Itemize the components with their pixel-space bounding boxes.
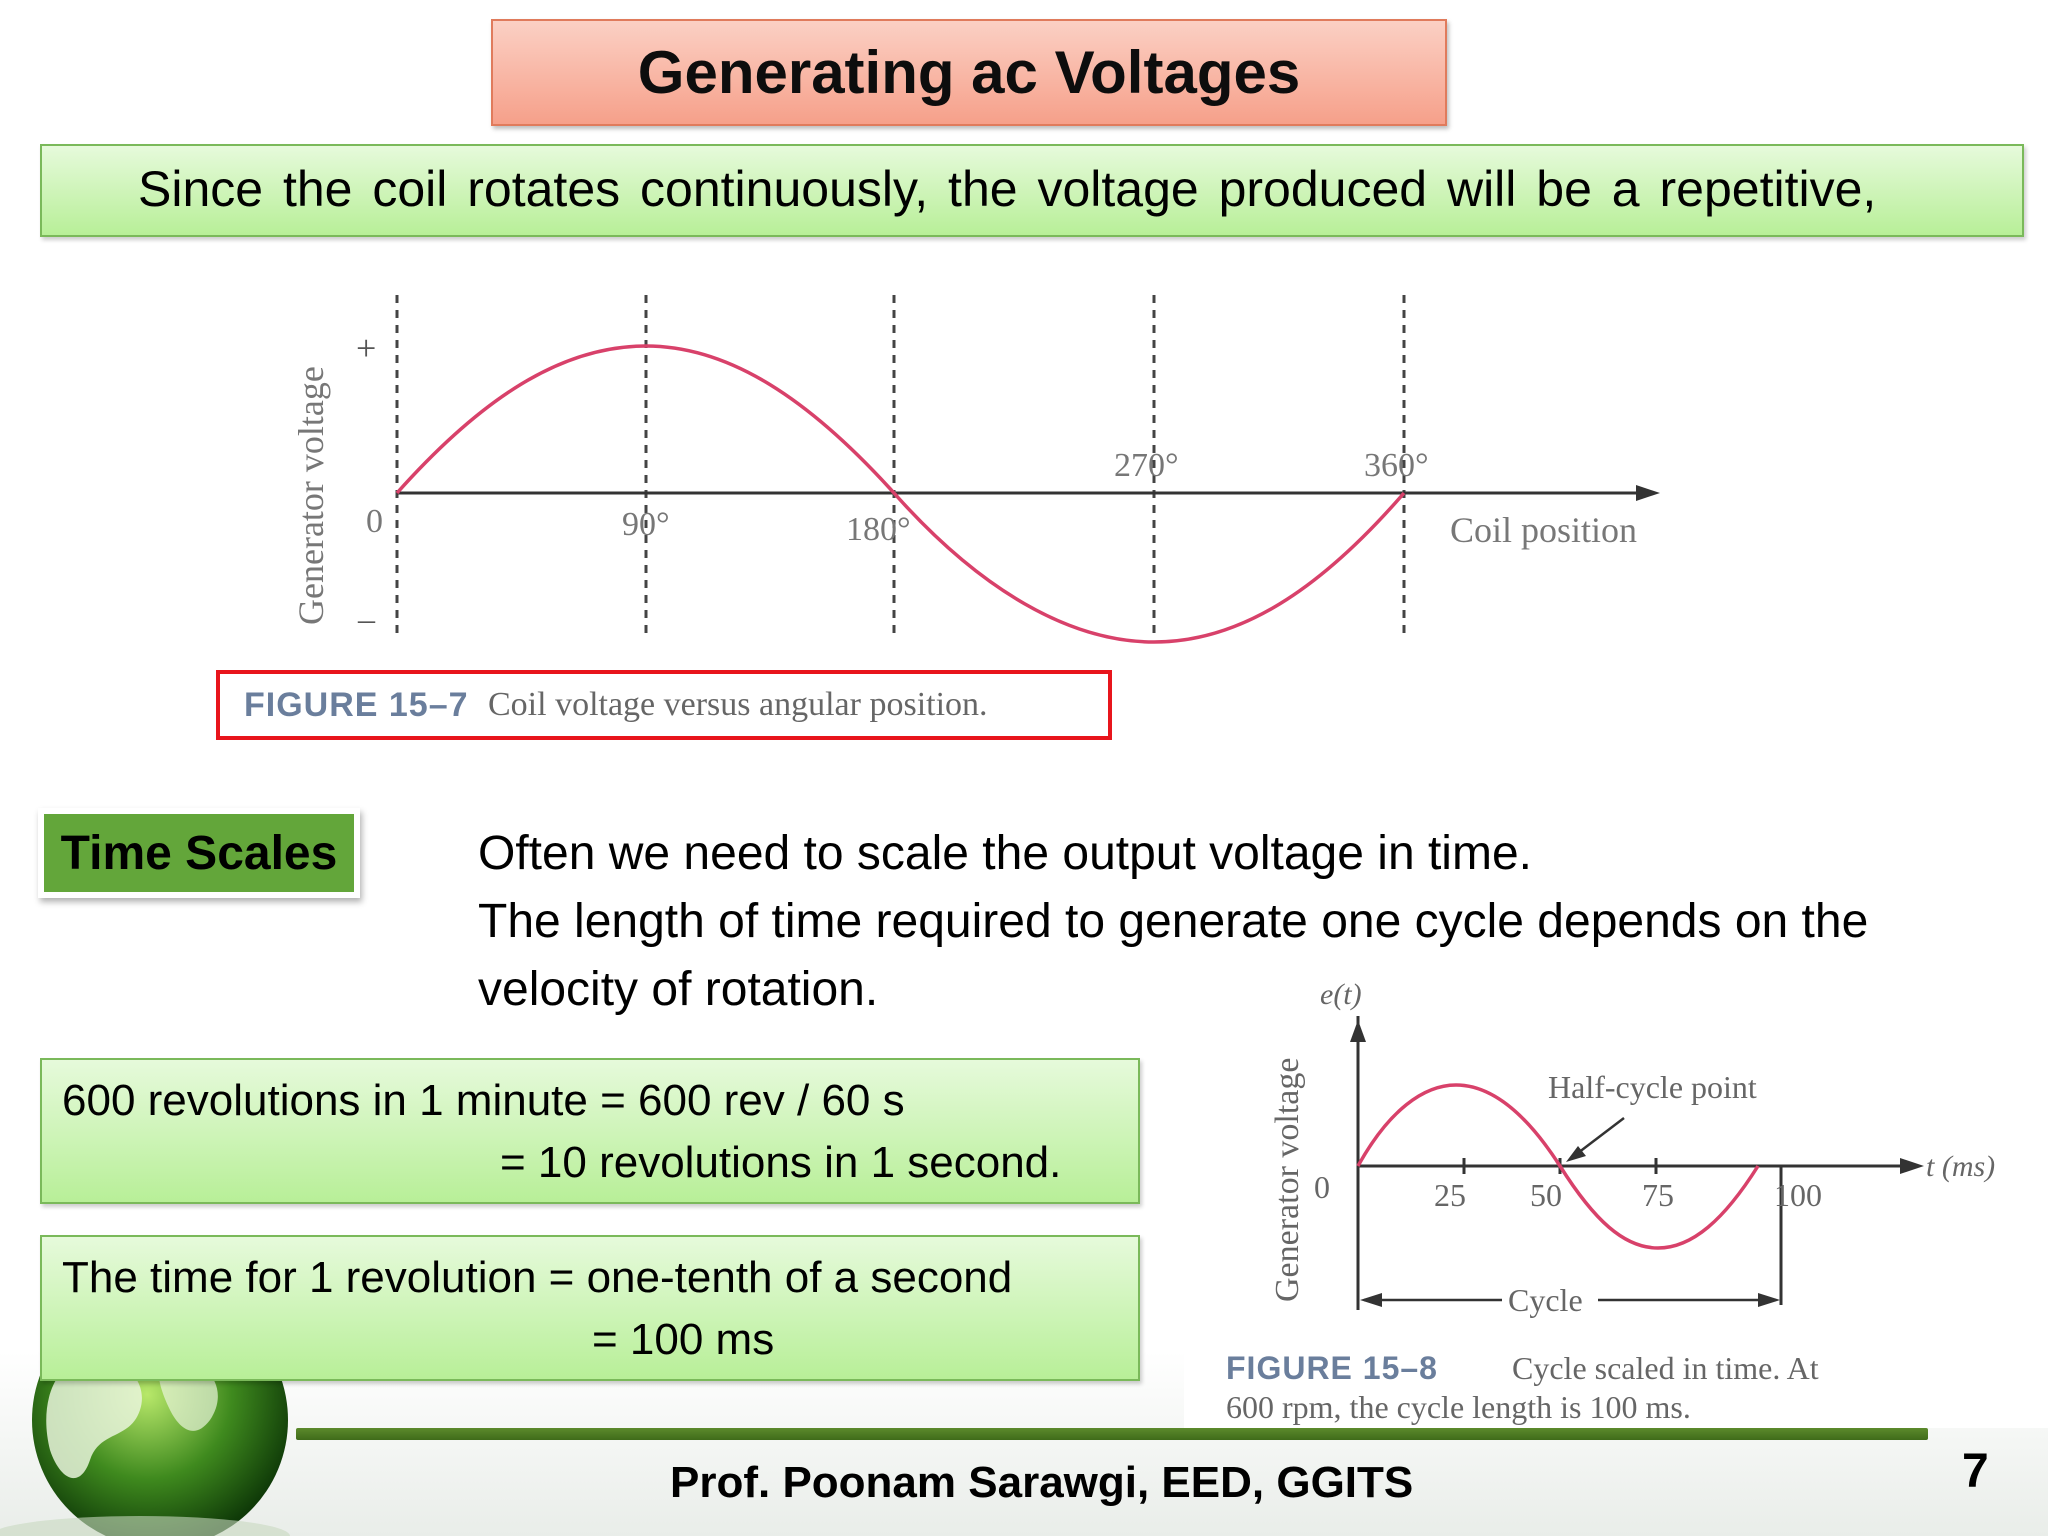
cycle-label: Cycle (1508, 1282, 1583, 1318)
xlabel: t (ms) (1926, 1150, 1995, 1183)
tick-90: 90° (622, 506, 670, 543)
calc-box-1-line-1: 600 revolutions in 1 minute = 600 rev / … (62, 1076, 905, 1125)
y-axis-arrow-icon (1350, 1020, 1366, 1042)
page-number: 7 (1962, 1445, 1989, 1498)
bullet-2-continuation: velocity of rotation. (478, 963, 879, 1016)
tick-100: 100 (1774, 1177, 1822, 1213)
tick-270: 270° (1114, 447, 1179, 484)
slide-title: Generating ac Voltages (637, 39, 1301, 106)
xlabel: Coil position (1450, 510, 1637, 550)
tick-25: 25 (1434, 1177, 1466, 1213)
caption-label: FIGURE 15–8 (1226, 1350, 1438, 1386)
title-banner: Generating ac Voltages (491, 19, 1447, 126)
y-plus-label: + (356, 328, 376, 368)
calc-box-1-line-2: = 10 revolutions in 1 second. (500, 1138, 1062, 1187)
calc-box-2-line-2: = 100 ms (592, 1315, 775, 1364)
x-axis-arrow-icon (1636, 485, 1660, 501)
calc-box-2-line-1: The time for 1 revolution = one-tenth of… (62, 1253, 1013, 1302)
figure-15-7-caption: FIGURE 15–7 Coil voltage versus angular … (216, 670, 1112, 740)
origin-label: 0 (1314, 1169, 1330, 1205)
tick-360: 360° (1364, 447, 1429, 484)
sine-curve (1356, 1083, 1760, 1250)
footer-author: Prof. Poonam Sarawgi, EED, GGITS (670, 1458, 1414, 1507)
calc-box-2: The time for 1 revolution = one-tenth of… (40, 1235, 1140, 1381)
sine-curve (395, 344, 1406, 644)
figure-15-7: Generator voltage + 0 – 90° 180° 270° 36… (291, 295, 1660, 644)
y-zero-label: 0 (366, 503, 383, 540)
tick-75: 75 (1642, 1177, 1674, 1213)
figure-15-8-plot: e(t) Generator voltage 0 25 50 75 100 t … (1269, 978, 1995, 1318)
calc-box-1: 600 revolutions in 1 minute = 600 rev / … (40, 1058, 1140, 1204)
time-scales-label: Time Scales (60, 826, 338, 880)
x-axis-arrow-icon (1900, 1158, 1924, 1174)
figure-15-8-caption: FIGURE 15–8 Cycle scaled in time. At 600… (1226, 1350, 2026, 1426)
half-cycle-pointer (1573, 1117, 1625, 1157)
y-minus-label: – (357, 601, 376, 638)
time-scales-fill: Time Scales (44, 814, 354, 892)
bullet-2-text: The length of time required to generate … (478, 895, 1869, 948)
tick-180: 180° (846, 511, 911, 548)
caption-label: FIGURE 15–7 (244, 686, 469, 724)
half-cycle-pointer-arrow-icon (1566, 1146, 1586, 1162)
ylabel: Generator voltage (291, 366, 331, 625)
footer-bar (296, 1428, 1928, 1440)
caption-text: Coil voltage versus angular position. (488, 686, 988, 723)
cycle-arrow-left-icon (1360, 1293, 1382, 1307)
caption-line-2: 600 rpm, the cycle length is 100 ms. (1226, 1389, 1691, 1425)
time-scales-tag: Time Scales (38, 808, 360, 898)
intro-bullet-box: Since the coil rotates continuously, the… (40, 144, 2024, 237)
cycle-arrow-right-icon (1758, 1293, 1780, 1307)
bullet-1-text: Often we need to scale the output voltag… (478, 827, 1532, 880)
intro-bullet-text: Since the coil rotates continuously, the… (138, 161, 1877, 217)
half-cycle-annotation: Half-cycle point (1548, 1069, 1757, 1105)
ylabel: Generator voltage (1269, 1058, 1306, 1303)
figure-15-8: e(t) Generator voltage 0 25 50 75 100 t … (1184, 978, 2048, 1428)
tick-50: 50 (1530, 1177, 1562, 1213)
caption-line-1: Cycle scaled in time. At (1512, 1350, 1819, 1386)
yaxis-label: e(t) (1320, 980, 1362, 1011)
